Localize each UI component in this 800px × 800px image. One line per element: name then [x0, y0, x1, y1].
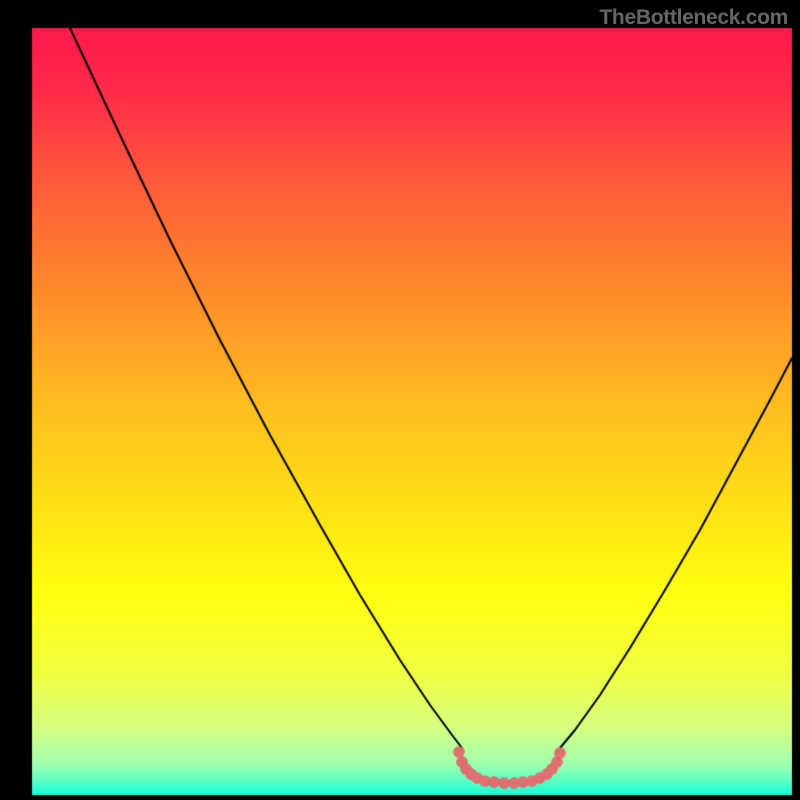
chart-canvas [0, 0, 800, 800]
chart-container: TheBottleneck.com [0, 0, 800, 800]
watermark-text: TheBottleneck.com [599, 6, 788, 30]
